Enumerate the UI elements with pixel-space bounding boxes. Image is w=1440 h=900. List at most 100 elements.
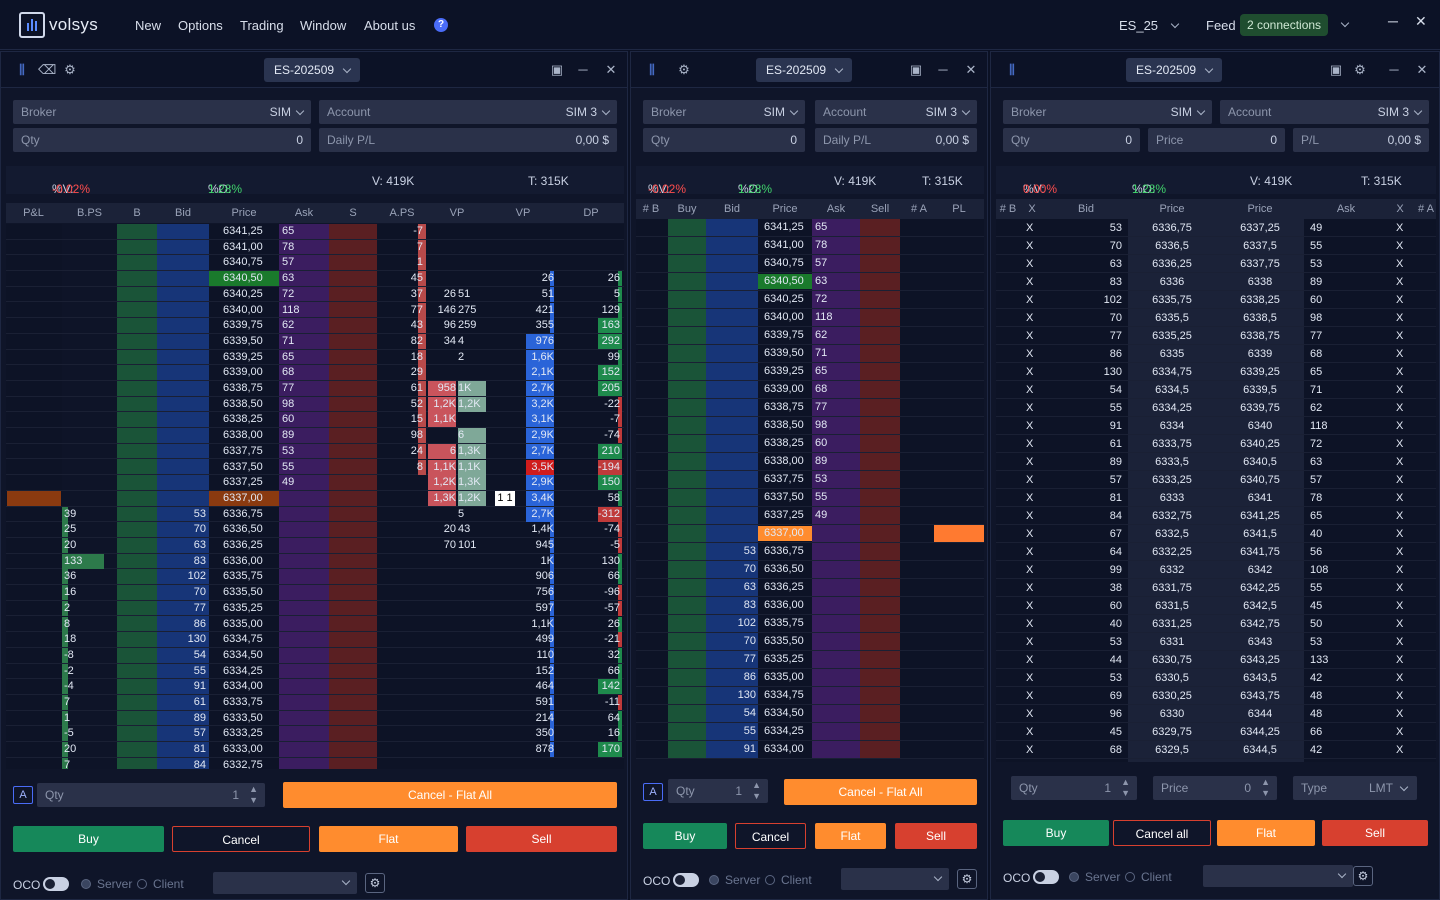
cancel-bid-x[interactable]: X xyxy=(1026,744,1034,756)
ladder-row[interactable] xyxy=(6,585,624,601)
cancel-bid-x[interactable]: X xyxy=(1026,618,1034,630)
bid-size[interactable]: 60 xyxy=(1109,600,1122,612)
ask-price[interactable]: 6337,75 xyxy=(1240,258,1280,270)
cancel-ask-x[interactable]: X xyxy=(1396,654,1404,666)
book-row[interactable] xyxy=(996,597,1436,615)
bid-size[interactable]: 91 xyxy=(1109,420,1122,432)
cancel-ask-x[interactable]: X xyxy=(1396,474,1404,486)
bid-size[interactable]: 53 xyxy=(743,545,756,557)
ladder-row[interactable] xyxy=(6,428,624,444)
price-cell[interactable]: 6337,75 xyxy=(764,473,804,485)
bid-price[interactable]: 6334 xyxy=(1159,420,1185,432)
book-row[interactable] xyxy=(996,381,1436,399)
ask-price[interactable]: 6339,25 xyxy=(1240,366,1280,378)
cancel-ask-x[interactable]: X xyxy=(1396,438,1404,450)
ladder-row[interactable] xyxy=(636,669,984,687)
bid-price[interactable]: 6331,25 xyxy=(1152,618,1192,630)
price-cell[interactable]: 6335,25 xyxy=(223,601,263,614)
flat-button[interactable]: Flat xyxy=(1217,820,1315,846)
bid-size[interactable]: 70 xyxy=(743,563,756,575)
cancel-ask-x[interactable]: X xyxy=(1396,276,1404,288)
bid-size[interactable]: 55 xyxy=(193,664,206,677)
ask-size[interactable]: 62 xyxy=(282,319,295,332)
bid-price[interactable]: 6331,75 xyxy=(1152,582,1192,594)
bid-size[interactable]: 84 xyxy=(193,758,206,769)
bid-size[interactable]: 99 xyxy=(1109,564,1122,576)
ask-price[interactable]: 6338 xyxy=(1247,276,1273,288)
bid-size[interactable]: 53 xyxy=(1109,672,1122,684)
cancel-bid-x[interactable]: X xyxy=(1026,258,1034,270)
ask-size[interactable]: 98 xyxy=(1310,312,1323,324)
ask-price[interactable]: 6342 xyxy=(1247,564,1273,576)
bid-size[interactable]: 57 xyxy=(193,727,206,740)
bid-size[interactable]: 83 xyxy=(743,599,756,611)
ladder-row[interactable] xyxy=(6,334,624,350)
ladder-row[interactable] xyxy=(6,271,624,287)
ladder-row[interactable] xyxy=(636,723,984,741)
cancel-ask-x[interactable]: X xyxy=(1396,528,1404,540)
price-cell[interactable]: 6341,00 xyxy=(764,239,804,251)
ladder-row[interactable] xyxy=(6,711,624,727)
sell-button[interactable]: Sell xyxy=(895,823,977,849)
ask-size[interactable]: 89 xyxy=(1310,276,1323,288)
ask-size[interactable]: 72 xyxy=(815,293,828,305)
ask-size[interactable]: 57 xyxy=(1310,474,1323,486)
ladder-row[interactable] xyxy=(6,255,624,272)
ask-price[interactable]: 6343,5 xyxy=(1243,672,1277,684)
ask-price[interactable]: 6337,25 xyxy=(1240,222,1280,234)
ask-size[interactable]: 55 xyxy=(282,460,295,473)
bid-price[interactable]: 6336,75 xyxy=(1152,222,1192,234)
price-cell[interactable]: 6334,50 xyxy=(764,707,804,719)
price-cell[interactable]: 6335,00 xyxy=(223,617,263,630)
ask-size[interactable]: 65 xyxy=(815,221,828,233)
price-cell[interactable]: 6338,00 xyxy=(764,455,804,467)
bid-size[interactable]: 63 xyxy=(1109,258,1122,270)
cancel-button[interactable]: Cancel xyxy=(172,826,310,852)
ladder-row[interactable] xyxy=(636,291,984,309)
cancel-ask-x[interactable]: X xyxy=(1396,600,1404,612)
ask-size[interactable]: 49 xyxy=(815,509,828,521)
ladder-row[interactable] xyxy=(636,525,984,543)
price-cell[interactable]: 6336,00 xyxy=(764,599,804,611)
ask-price[interactable]: 6339 xyxy=(1247,348,1273,360)
ladder-row[interactable] xyxy=(6,679,624,695)
ladder-row[interactable] xyxy=(6,664,624,680)
ask-price[interactable]: 6340,75 xyxy=(1240,474,1280,486)
cancel-bid-x[interactable]: X xyxy=(1026,438,1034,450)
price-cell[interactable]: 6337,50 xyxy=(223,460,263,473)
cancel-bid-x[interactable]: X xyxy=(1026,564,1034,576)
ask-size[interactable]: 71 xyxy=(1310,384,1323,396)
account-select[interactable]: Account SIM 3 xyxy=(815,100,977,124)
ladder-row[interactable] xyxy=(636,345,984,363)
cancel-bid-x[interactable]: X xyxy=(1026,456,1034,468)
book-row[interactable] xyxy=(996,471,1436,489)
ladder-row[interactable] xyxy=(636,309,984,327)
close-window-icon[interactable]: ✕ xyxy=(1415,13,1427,29)
ask-size[interactable]: 45 xyxy=(1310,600,1323,612)
bid-price[interactable]: 6329,75 xyxy=(1152,726,1192,738)
cancel-ask-x[interactable]: X xyxy=(1396,708,1404,720)
ask-price[interactable]: 6340,5 xyxy=(1243,456,1277,468)
cancel-bid-x[interactable]: X xyxy=(1026,582,1034,594)
price-cell[interactable]: 6337,00 xyxy=(209,490,279,506)
price-cell[interactable]: 6337,00 xyxy=(758,526,812,541)
ask-size[interactable]: 118 xyxy=(282,303,300,316)
bars-icon[interactable]: ⫼ xyxy=(649,62,655,77)
book-row[interactable] xyxy=(996,363,1436,381)
ask-size[interactable]: 49 xyxy=(1310,222,1323,234)
stepper-icon[interactable]: ▲ ▼ xyxy=(1261,777,1270,798)
cancel-bid-x[interactable]: X xyxy=(1026,276,1034,288)
instrument-selector[interactable]: ES-202509 xyxy=(756,58,853,82)
cancel-bid-x[interactable]: X xyxy=(1026,312,1034,324)
cancel-ask-x[interactable]: X xyxy=(1396,402,1404,414)
ask-size[interactable]: 63 xyxy=(282,272,295,285)
price-cell[interactable]: 6334,50 xyxy=(223,648,263,661)
book-row[interactable] xyxy=(996,327,1436,345)
flat-button[interactable]: Flat xyxy=(815,823,886,849)
cancel-bid-x[interactable]: X xyxy=(1026,600,1034,612)
price-cell[interactable]: 6337,25 xyxy=(764,509,804,521)
price-cell[interactable]: 6336,50 xyxy=(223,523,263,536)
ladder-row[interactable] xyxy=(636,543,984,561)
price-cell[interactable]: 6335,50 xyxy=(223,586,263,599)
price-cell[interactable]: 6341,25 xyxy=(764,221,804,233)
